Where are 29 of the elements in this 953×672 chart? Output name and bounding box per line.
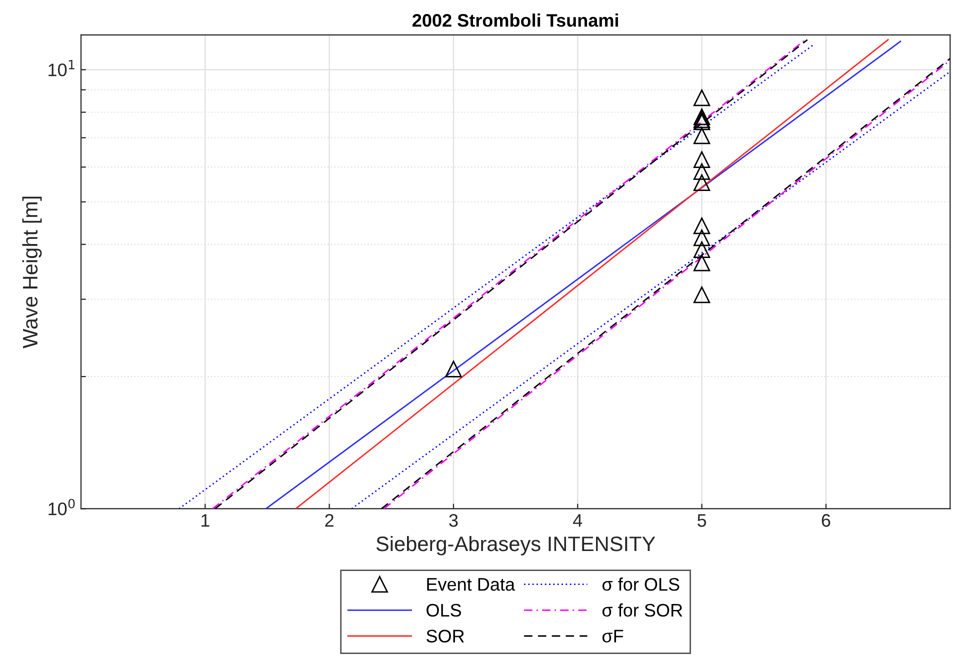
x-tick-label: 3 [449, 514, 458, 527]
legend-label: OLS [426, 604, 462, 617]
point [693, 108, 710, 126]
legend-label: σ for SOR [602, 603, 682, 617]
x-axis-title: Sieberg-Abraseys INTENSITY [376, 536, 656, 556]
point [693, 241, 710, 258]
chart-title: 2002 Stromboli Tsunami [412, 14, 618, 27]
legend-label: σF [602, 630, 624, 642]
y-tick-label: 10$^{0}$ [48, 498, 75, 516]
point [693, 89, 710, 106]
y-axis-title: Wave Height [m] [22, 196, 42, 348]
point [693, 127, 710, 144]
x-tick-label: 1 [202, 514, 210, 527]
x-tick-label: 4 [573, 514, 582, 527]
point [693, 163, 710, 180]
x-tick-label: 2 [325, 514, 334, 527]
point [693, 254, 710, 272]
point [445, 360, 462, 378]
point [693, 230, 710, 246]
y-tick-label: 10$^{1}$ [48, 60, 74, 76]
legend-label: σ for OLS [602, 578, 680, 591]
x-tick-label: 5 [698, 514, 706, 527]
point [693, 174, 710, 191]
point [693, 286, 710, 304]
legend-label: SOR [426, 630, 464, 642]
x-tick-label: 6 [822, 514, 830, 527]
point [693, 151, 710, 168]
point [693, 217, 710, 234]
legend-label: Event Data [427, 578, 516, 591]
